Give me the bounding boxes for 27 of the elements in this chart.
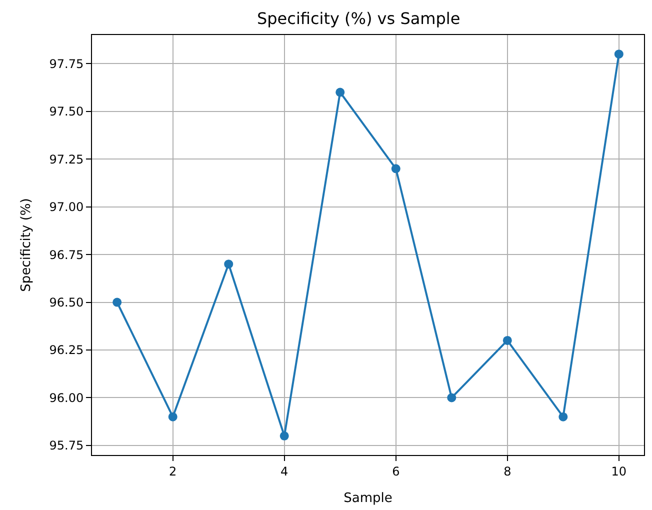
- chart-title: Specificity (%) vs Sample: [257, 8, 460, 28]
- x-tick-label: 6: [392, 464, 400, 478]
- y-tick-label: 96.25: [49, 343, 84, 358]
- point: [280, 431, 289, 440]
- point: [502, 336, 512, 345]
- y-tick-label: 97.50: [49, 104, 84, 119]
- point: [391, 164, 400, 174]
- x-tick-label: 10: [611, 464, 627, 478]
- point: [112, 298, 122, 307]
- y-tick-label: 96.50: [49, 295, 84, 310]
- point: [336, 88, 345, 97]
- y-tick-label: 96.00: [49, 390, 84, 405]
- y-tick-label: 96.75: [49, 248, 84, 262]
- y-tick-label: 97.75: [49, 56, 84, 71]
- x-tick-label: 4: [280, 464, 288, 478]
- y-tick-label: 97.00: [49, 200, 84, 214]
- x-tick-label: 8: [504, 464, 512, 478]
- point: [614, 50, 624, 59]
- point: [447, 393, 456, 402]
- point: [168, 412, 178, 422]
- point: [224, 260, 234, 269]
- y-axis-title: Specificity (%): [19, 198, 34, 292]
- y-tick-label: 97.25: [49, 152, 84, 166]
- y-tick-label: 95.75: [49, 438, 84, 453]
- x-axis-title: Sample: [344, 491, 392, 506]
- x-tick-label: 2: [169, 464, 177, 478]
- point: [558, 412, 568, 422]
